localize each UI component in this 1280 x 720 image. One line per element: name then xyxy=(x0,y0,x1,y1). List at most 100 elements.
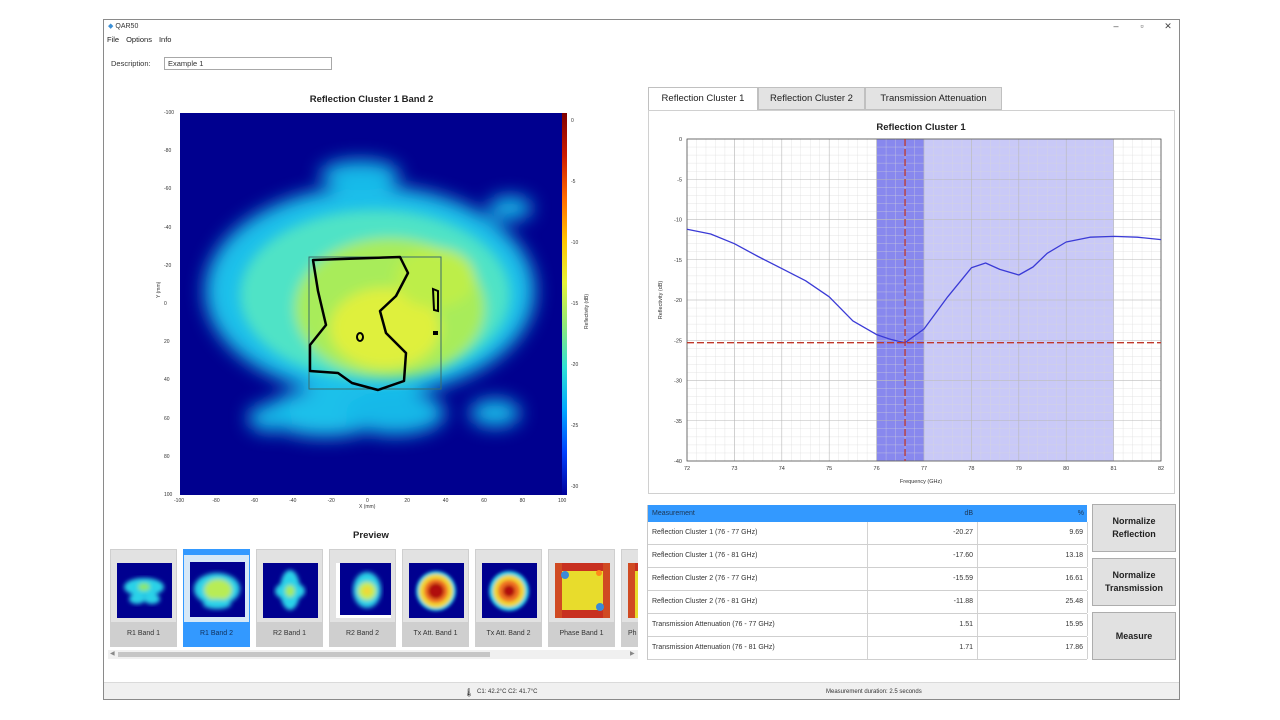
scroll-right-icon[interactable]: ▶ xyxy=(630,651,635,657)
chart-xtick: 78 xyxy=(968,466,974,472)
row-pct: 17.86 xyxy=(977,637,1088,659)
menu-options[interactable]: Options xyxy=(126,35,152,44)
chart-xtick: 76 xyxy=(874,466,880,472)
menu-bar: File Options Info xyxy=(104,34,1179,46)
series-line xyxy=(686,228,1162,344)
header-measurement: Measurement xyxy=(652,510,695,517)
heatmap-ytick: 80 xyxy=(164,453,170,460)
measure-button[interactable]: Measure xyxy=(1092,612,1176,660)
table-row[interactable]: Reflection Cluster 1 (76 - 77 GHz) -20.27… xyxy=(648,522,1088,545)
maximize-button[interactable]: ▫ xyxy=(1140,21,1144,31)
heatmap-xtick: -60 xyxy=(250,498,259,504)
normalize-transmission-button[interactable]: Normalize Transmission xyxy=(1092,558,1176,606)
preview-title: Preview xyxy=(353,530,389,541)
chart-xtick: 75 xyxy=(826,466,832,472)
colorbar-tick: -25 xyxy=(571,423,579,429)
app-window: ◆ QAR50 – ▫ ✕ File Options Info Description… xyxy=(103,19,1180,700)
contour-dot xyxy=(433,331,438,335)
status-duration: Measurement duration: 2.5 seconds xyxy=(826,689,922,695)
row-name: Reflection Cluster 1 (76 - 77 GHz) xyxy=(652,529,758,536)
heatmap-xtick: 20 xyxy=(404,498,410,504)
chart-xtick: 73 xyxy=(731,466,737,472)
preview-thumb-phase-band1[interactable]: Phase Band 1 xyxy=(548,549,615,647)
heatmap-ytick: 20 xyxy=(164,339,170,346)
preview-thumb-r2-band1[interactable]: R2 Band 1 xyxy=(256,549,323,647)
heatmap-ytick: -100 xyxy=(164,110,175,116)
table-row[interactable]: Reflection Cluster 1 (76 - 81 GHz) -17.60… xyxy=(648,545,1088,568)
status-temperatures: C1: 42.2°C C2: 41.7°C xyxy=(477,689,538,695)
table-row[interactable]: Reflection Cluster 2 (76 - 77 GHz) -15.59… xyxy=(648,568,1088,591)
heatmap-thumb-icon xyxy=(117,563,172,618)
preview-label: R1 Band 1 xyxy=(111,622,176,646)
row-db: -20.27 xyxy=(867,522,977,544)
preview-thumb-tx-band2[interactable]: Tx Att. Band 2 xyxy=(475,549,542,647)
row-db: 1.71 xyxy=(867,637,977,659)
row-pct: 15.95 xyxy=(977,614,1088,636)
colorbar-label: Reflectivity (dB) xyxy=(584,293,590,329)
colorbar xyxy=(562,113,567,495)
chart-ytick: -25 xyxy=(674,338,682,344)
close-button[interactable]: ✕ xyxy=(1164,21,1172,31)
heatmap-title: Reflection Cluster 1 Band 2 xyxy=(309,94,434,105)
heatmap-ytick: -60 xyxy=(164,186,172,193)
row-name: Transmission Attenuation (76 - 77 GHz) xyxy=(652,621,775,628)
row-pct: 25.48 xyxy=(977,591,1088,613)
preview-label: R2 Band 1 xyxy=(257,622,322,646)
chart-ytick: -40 xyxy=(674,459,682,465)
table-row[interactable]: Transmission Attenuation (76 - 77 GHz) 1.… xyxy=(648,614,1088,637)
row-pct: 13.18 xyxy=(977,545,1088,567)
tab-transmission-attenuation[interactable]: Transmission Attenuation xyxy=(865,87,1002,110)
app-logo-icon: ◆ xyxy=(108,23,114,30)
preview-thumb-r2-band2[interactable]: R2 Band 2 xyxy=(329,549,396,647)
preview-thumb-r1-band1[interactable]: R1 Band 1 xyxy=(110,549,177,647)
table-header: Measurement dB % xyxy=(648,505,1087,522)
chart-xlabel: Frequency (GHz) xyxy=(900,479,942,485)
preview-label: R1 Band 2 xyxy=(184,622,249,646)
reflection-chart: Reflection Cluster 1 Frequency (GHz) Ref… xyxy=(658,122,1164,485)
row-pct: 16.61 xyxy=(977,568,1088,590)
row-db: -17.60 xyxy=(867,545,977,567)
heatmap-xtick: 60 xyxy=(481,498,487,504)
measurement-table: Measurement dB % Reflection Cluster 1 (7… xyxy=(647,505,1088,660)
scrollbar-thumb[interactable] xyxy=(118,652,490,657)
tab-reflection-cluster-1[interactable]: Reflection Cluster 1 xyxy=(648,87,758,111)
heatmap-xtick: 40 xyxy=(442,498,449,504)
row-name: Reflection Cluster 1 (76 - 81 GHz) xyxy=(652,552,758,559)
description-label: Description: xyxy=(111,59,151,68)
heatmap-ytick: -20 xyxy=(164,262,172,269)
preview-thumb-phase-band2[interactable]: Ph xyxy=(621,549,638,647)
row-name: Transmission Attenuation (76 - 81 GHz) xyxy=(652,644,775,651)
row-name: Reflection Cluster 2 (76 - 81 GHz) xyxy=(652,598,758,605)
table-row[interactable]: Transmission Attenuation (76 - 81 GHz) 1.… xyxy=(648,637,1088,660)
chart-ytick: -35 xyxy=(674,419,682,425)
minimize-button[interactable]: – xyxy=(1113,21,1119,31)
chart-xtick: 72 xyxy=(684,466,690,472)
table-row[interactable]: Reflection Cluster 2 (76 - 81 GHz) -11.88… xyxy=(648,591,1088,614)
status-bar: 🌡 C1: 42.2°C C2: 41.7°C Measurement dura… xyxy=(104,682,1179,699)
heatmap-blob-bottom-right xyxy=(345,391,445,435)
preview-label: Tx Att. Band 2 xyxy=(476,622,541,646)
chart-ytick: -15 xyxy=(674,258,682,264)
preview-thumb-tx-band1[interactable]: Tx Att. Band 1 xyxy=(402,549,469,647)
normalize-reflection-button[interactable]: Normalize Reflection xyxy=(1092,504,1176,552)
thermometer-icon: 🌡 xyxy=(464,688,475,697)
preview-strip: R1 Band 1 R1 Band 2 R2 Band 1 R2 Band 2 … xyxy=(108,546,638,650)
heatmap-ytick: 100 xyxy=(164,492,173,498)
menu-info[interactable]: Info xyxy=(158,35,172,44)
row-db: -11.88 xyxy=(867,591,977,613)
colorbar-tick: -10 xyxy=(571,240,579,246)
preview-thumb-r1-band2[interactable]: R1 Band 2 xyxy=(183,549,250,647)
heatmap-blob-bottom-far-right xyxy=(470,399,520,427)
description-input[interactable]: Example 1 xyxy=(164,57,332,70)
chart-ytick: -10 xyxy=(674,218,682,224)
heatmap-thumb-icon xyxy=(409,563,464,618)
chart-ytick: 0 xyxy=(679,137,682,143)
chart-xtick: 81 xyxy=(1111,466,1117,472)
scroll-left-icon[interactable]: ◀ xyxy=(110,651,115,657)
preview-label: Tx Att. Band 1 xyxy=(403,622,468,646)
preview-scrollbar[interactable]: ◀ ▶ xyxy=(108,650,638,659)
tab-reflection-cluster-2[interactable]: Reflection Cluster 2 xyxy=(758,87,865,110)
menu-file[interactable]: File xyxy=(107,35,120,44)
colorbar-tick: -5 xyxy=(571,179,576,185)
heatmap-xtick: 100 xyxy=(558,498,567,504)
